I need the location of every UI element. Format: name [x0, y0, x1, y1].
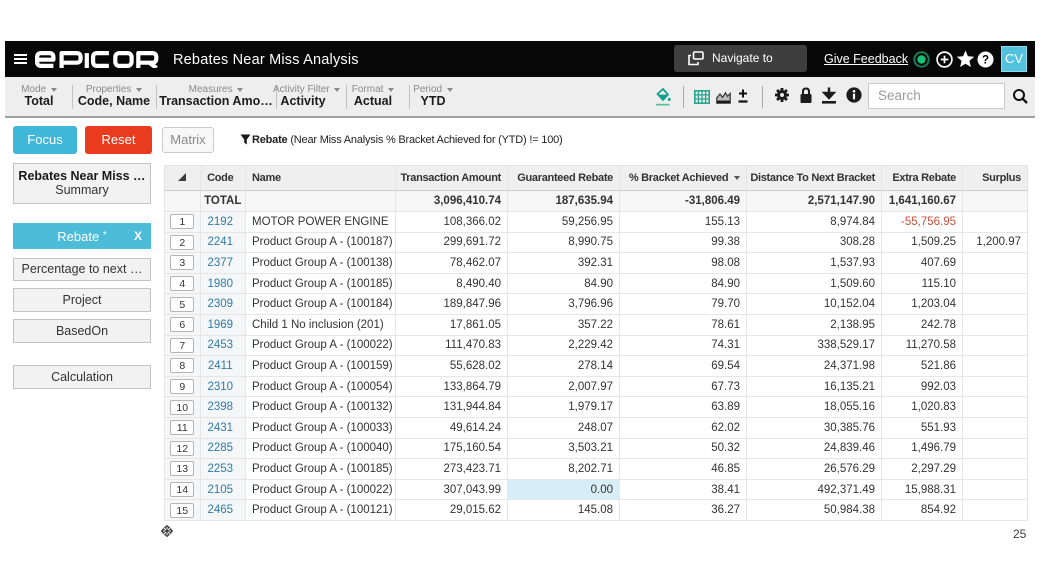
svg-text:?: ?	[981, 55, 988, 67]
